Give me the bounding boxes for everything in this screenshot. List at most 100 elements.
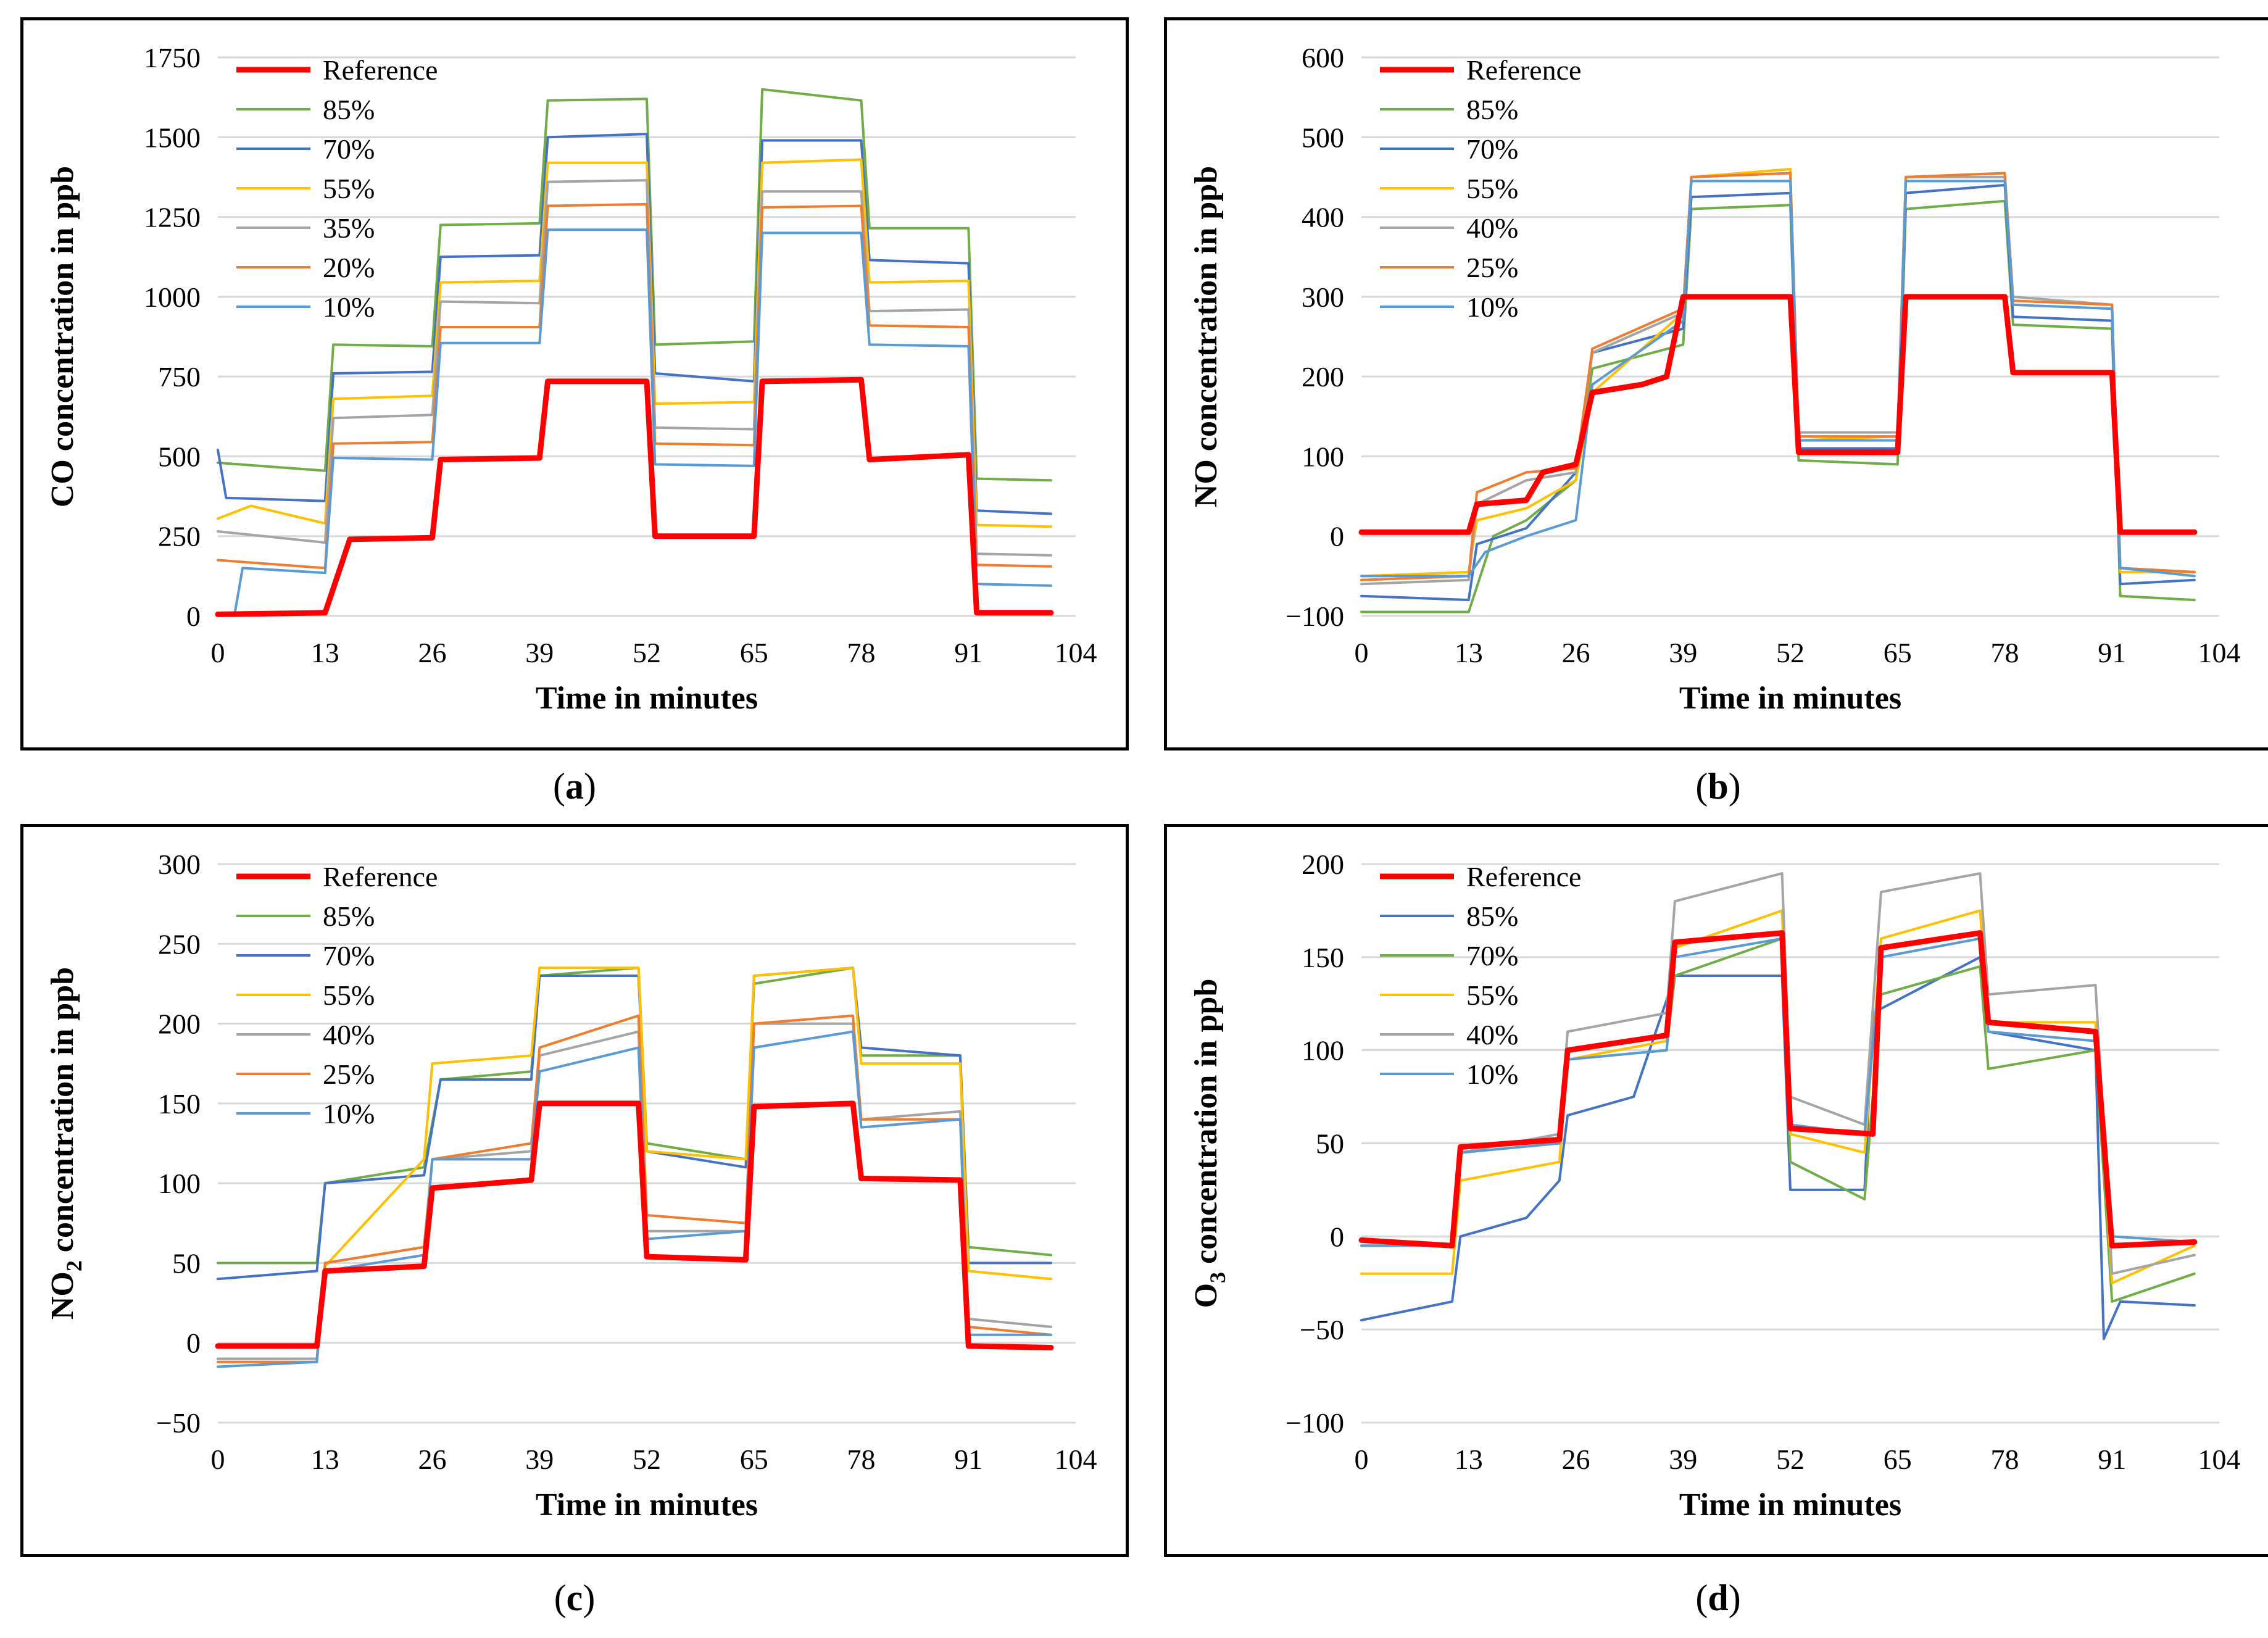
x-tick-label: 91 [2098, 637, 2126, 668]
x-tick-label: 104 [1055, 637, 1097, 668]
y-tick-label: 500 [1302, 122, 1344, 153]
x-tick-label: 26 [1562, 637, 1590, 668]
y-tick-label: 200 [1302, 361, 1344, 393]
x-tick-label: 26 [418, 637, 447, 668]
y-tick-label: 1000 [144, 281, 201, 313]
chart-panel-d: −100 −50 0 50 100 150 200 0 13 26 39 52 65 78 91 104 Tim… [1164, 824, 2268, 1557]
series-line-55pct [217, 158, 1052, 528]
series-line-70pct [1360, 183, 2196, 602]
x-tick-label: 65 [1884, 637, 1912, 668]
x-tick-label: 78 [847, 637, 876, 668]
x-tick-label: 91 [954, 1444, 982, 1475]
caption-letter: a [565, 766, 584, 807]
caption-letter: d [1708, 1578, 1729, 1618]
x-tick-label: 52 [1776, 1444, 1805, 1475]
y-tick-label: −100 [1286, 601, 1344, 632]
y-tick-label: 200 [158, 1008, 201, 1040]
legend-label: 55% [323, 979, 375, 1011]
legend-label: 10% [323, 1098, 375, 1129]
legend-label: 25% [323, 1058, 375, 1090]
legend-label: Reference [323, 54, 438, 86]
caption-d: (d) [1695, 1578, 1741, 1618]
y-tick-label: 150 [158, 1088, 201, 1120]
x-tick-label: 91 [2098, 1444, 2126, 1475]
x-tick-label: 13 [311, 637, 339, 668]
chart-panel-a: 0 250 500 750 1000 1250 1500 1750 0 13 26 39 52 65 78 9… [20, 17, 1129, 750]
series-line-10pct [233, 228, 1052, 617]
legend-label: 25% [1466, 252, 1518, 283]
legend-label: 85% [1466, 900, 1518, 932]
caption-letter: b [1708, 766, 1729, 807]
legend-label: 70% [323, 940, 375, 971]
y-tick-label: 100 [1302, 1035, 1344, 1066]
x-tick-label: 65 [740, 1444, 768, 1475]
legend-label: Reference [1466, 861, 1581, 892]
legend-label: 85% [1466, 94, 1518, 125]
y-tick-label: 0 [1330, 1221, 1344, 1252]
x-axis-label: Time in minutes [536, 681, 758, 716]
y-tick-label: −100 [1286, 1407, 1344, 1439]
x-tick-label: 52 [633, 637, 661, 668]
legend-label: 35% [323, 212, 375, 244]
caption-a: (a) [553, 766, 596, 807]
legend-label: 40% [323, 1019, 375, 1050]
y-axis-label: NO concentration in ppb [1189, 166, 1224, 507]
y-tick-label: 150 [1302, 942, 1344, 973]
y-axis-label: NO2 concentration in ppb [45, 967, 86, 1320]
x-tick-label: 65 [1884, 1444, 1912, 1475]
legend-label: 55% [323, 173, 375, 204]
y-tick-label: 0 [186, 1328, 201, 1359]
x-tick-label: 39 [1669, 637, 1697, 668]
y-tick-label: 1250 [144, 202, 201, 233]
y-tick-label: 1750 [144, 42, 201, 73]
x-tick-label: 104 [1055, 1444, 1097, 1475]
y-tick-label: 300 [1302, 281, 1344, 313]
legend-label: Reference [1466, 54, 1581, 86]
chart-svg-b: −100 0 100 200 300 400 500 600 0 13 26 39 52 65 78 91 10… [1189, 42, 2241, 716]
y-axis-label: CO concentration in ppb [45, 166, 80, 507]
y-tick-label: 100 [158, 1168, 201, 1199]
series-line-70pct [217, 133, 1052, 515]
y-tick-label: 1500 [144, 122, 201, 153]
y-tick-label: 0 [1330, 521, 1344, 552]
x-tick-label: 65 [740, 637, 768, 668]
x-tick-label: 39 [525, 1444, 554, 1475]
y-tick-label: 250 [158, 928, 201, 960]
chart-panel-b: −100 0 100 200 300 400 500 600 0 13 26 39 52 65 78 91 10… [1164, 17, 2268, 750]
x-tick-label: 78 [1991, 1444, 2019, 1475]
y-tick-label: 50 [1316, 1128, 1344, 1160]
legend-label: 85% [323, 900, 375, 932]
y-tick-label: 100 [1302, 441, 1344, 472]
x-tick-label: 0 [211, 1444, 225, 1475]
x-tick-label: 52 [1776, 637, 1805, 668]
x-axis-label: Time in minutes [1679, 1487, 1901, 1523]
legend-label: 20% [323, 252, 375, 283]
x-tick-label: 78 [847, 1444, 876, 1475]
legend-label: Reference [323, 861, 438, 892]
legend-label: 70% [1466, 940, 1518, 971]
y-tick-label: 600 [1302, 42, 1344, 73]
legend-label: 10% [323, 291, 375, 323]
legend-label: 70% [323, 133, 375, 165]
chart-svg-a: 0 250 500 750 1000 1250 1500 1750 0 13 26 39 52 65 78 9… [45, 42, 1097, 716]
y-tick-label: −50 [1300, 1314, 1344, 1345]
x-tick-label: 0 [211, 637, 225, 668]
series-line-reference [215, 376, 1054, 617]
caption-b: (b) [1695, 766, 1741, 807]
legend-label: 10% [1466, 1058, 1518, 1090]
y-tick-label: −50 [156, 1407, 201, 1439]
x-tick-label: 91 [954, 637, 982, 668]
x-tick-label: 39 [525, 637, 554, 668]
y-tick-label: 500 [158, 441, 201, 472]
legend-label: 85% [323, 94, 375, 125]
y-tick-label: 400 [1302, 202, 1344, 233]
y-axis-label: O3 concentration in ppb [1189, 979, 1230, 1308]
series-line-55pct [217, 967, 1052, 1360]
chart-svg-c: −50 0 50 100 150 200 250 300 0 13 26 39 52 65 78 91 104 T… [45, 849, 1097, 1523]
y-tick-label: 200 [1302, 849, 1344, 880]
x-tick-label: 26 [418, 1444, 447, 1475]
legend-label: 55% [1466, 979, 1518, 1011]
legend-label: 70% [1466, 133, 1518, 165]
x-tick-label: 39 [1669, 1444, 1697, 1475]
chart-panel-c: −50 0 50 100 150 200 250 300 0 13 26 39 52 65 78 91 104 T… [20, 824, 1129, 1557]
